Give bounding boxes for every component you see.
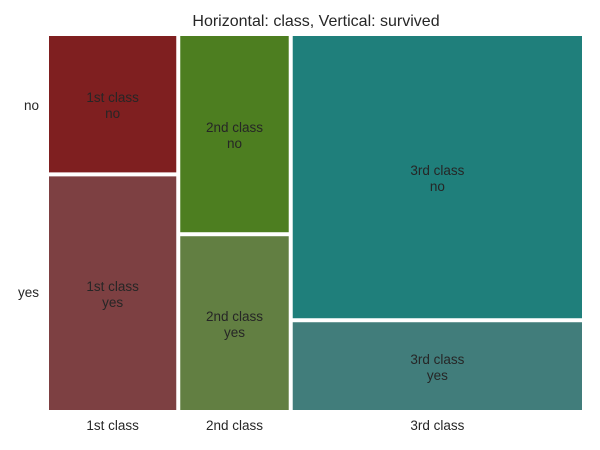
tile-label-3rd-class-yes-line2: yes [427, 368, 448, 383]
tile-2nd-class-no [180, 36, 289, 233]
x-tick-label-3rd-class: 3rd class [410, 418, 464, 433]
y-tick-label-yes: yes [18, 285, 39, 300]
chart-title: Horizontal: class, Vertical: survived [192, 13, 440, 30]
tile-label-3rd-class-no-line2: no [430, 179, 445, 194]
tile-label-2nd-class-no-line2: no [227, 136, 242, 151]
tile-1st-class-no [49, 36, 177, 173]
tile-label-2nd-class-no-line1: 2nd class [206, 120, 263, 135]
tile-label-3rd-class-yes-line1: 3rd class [410, 352, 464, 367]
tile-1st-class-yes [49, 176, 177, 410]
tile-label-2nd-class-yes-line1: 2nd class [206, 309, 263, 324]
tile-3rd-class-yes [292, 322, 582, 410]
tile-label-1st-class-no-line2: no [105, 106, 120, 121]
x-tick-label-1st-class: 1st class [86, 418, 139, 433]
tile-label-1st-class-yes-line1: 1st class [86, 279, 139, 294]
tile-2nd-class-yes [180, 236, 289, 410]
y-tick-label-no: no [24, 98, 39, 113]
x-tick-label-2nd-class: 2nd class [206, 418, 263, 433]
tile-label-3rd-class-no-line1: 3rd class [410, 163, 464, 178]
tile-label-1st-class-no-line1: 1st class [86, 90, 139, 105]
tile-label-2nd-class-yes-line2: yes [224, 325, 245, 340]
tile-label-1st-class-yes-line2: yes [102, 295, 123, 310]
tile-3rd-class-no [292, 36, 582, 319]
